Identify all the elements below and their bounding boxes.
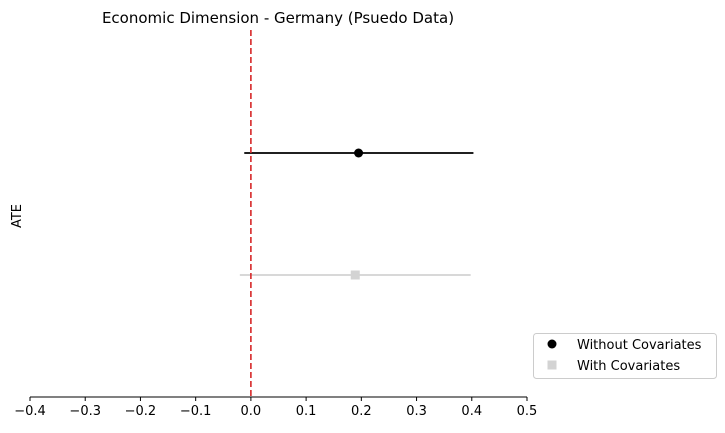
- chart-title: Economic Dimension - Germany (Psuedo Dat…: [102, 9, 454, 27]
- x-tick-label: −0.1: [180, 404, 212, 419]
- x-tick-label: −0.2: [125, 404, 157, 419]
- legend: Without Covariates With Covariates: [533, 333, 717, 379]
- y-axis-label: ATE: [10, 204, 25, 228]
- x-tick-label: 0.4: [461, 404, 482, 419]
- x-axis: −0.4 −0.3 −0.2 −0.1 0.0 0.1 0.2 0.3 0.4 0.5: [14, 396, 538, 419]
- x-tick-label: 0.0: [241, 404, 262, 419]
- plot-area: [239, 30, 474, 397]
- legend-box: [533, 333, 717, 379]
- x-tick-label: 0.2: [351, 404, 372, 419]
- x-tick-label: 0.1: [296, 404, 317, 419]
- point-marker: [350, 270, 360, 280]
- x-tick-label: −0.4: [14, 404, 46, 419]
- legend-label: Without Covariates: [577, 338, 702, 353]
- legend-marker: [547, 339, 557, 349]
- x-tick-label: −0.3: [69, 404, 101, 419]
- legend-marker: [547, 360, 557, 370]
- legend-label: With Covariates: [577, 359, 680, 374]
- point-marker: [354, 148, 364, 158]
- x-tick-label: 0.3: [406, 404, 427, 419]
- x-tick-label: 0.5: [517, 404, 538, 419]
